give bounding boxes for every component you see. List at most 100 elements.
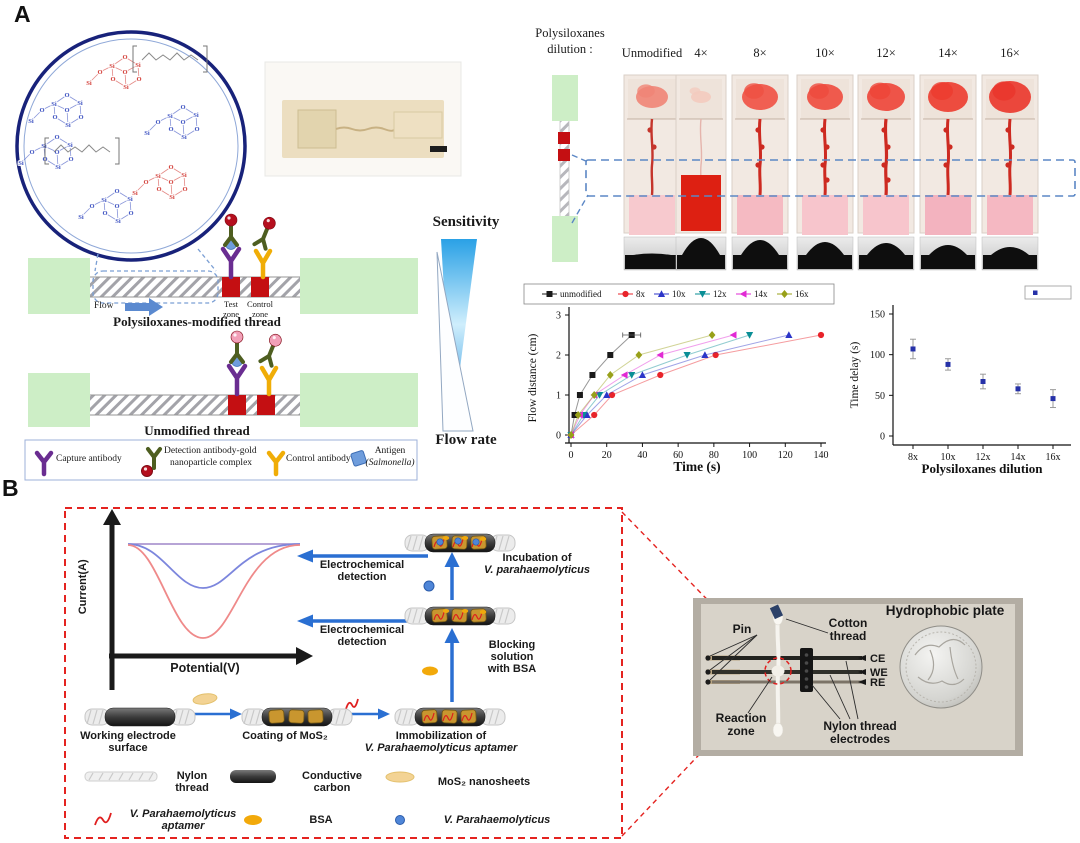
coin bbox=[899, 625, 983, 709]
antibody-legend-box bbox=[24, 439, 418, 481]
thread-photo-strip bbox=[857, 74, 915, 235]
svg-text:Si: Si bbox=[86, 80, 92, 87]
modified-thread-schematic bbox=[28, 258, 418, 316]
component-legend-icons bbox=[84, 770, 415, 826]
incubation-step-label: Incubation of bbox=[502, 552, 572, 564]
panel-b-graphics: Hydrophobic plate Pin Cotton thread CE W… bbox=[64, 507, 1023, 839]
svg-text:O: O bbox=[122, 69, 127, 76]
svg-text:O: O bbox=[89, 203, 94, 210]
thread-electrode-incubated bbox=[404, 533, 516, 553]
mos2-nanosheets-legend-icon bbox=[385, 771, 415, 783]
svg-text:100: 100 bbox=[870, 350, 885, 361]
thread-photo-strip bbox=[796, 74, 854, 235]
antibody-assemblies bbox=[220, 213, 282, 397]
contact-angle-photo bbox=[919, 236, 977, 271]
flow-label: Flow bbox=[94, 301, 114, 311]
test-zone-label: Test bbox=[223, 299, 239, 309]
svg-text:50: 50 bbox=[875, 391, 885, 402]
svg-text:Si: Si bbox=[109, 63, 115, 70]
svg-text:Si: Si bbox=[181, 172, 187, 179]
we-label: WE bbox=[870, 667, 888, 679]
svg-text:O: O bbox=[180, 104, 185, 111]
svg-text:Si: Si bbox=[135, 62, 141, 69]
contact-angle-photo bbox=[981, 236, 1039, 271]
svg-text:0: 0 bbox=[556, 431, 561, 442]
svg-text:8x: 8x bbox=[636, 289, 646, 299]
svg-text:Si: Si bbox=[115, 218, 121, 225]
svg-text:Si: Si bbox=[28, 118, 34, 125]
svg-text:16x: 16x bbox=[1046, 452, 1061, 463]
svg-text:O: O bbox=[68, 156, 73, 163]
svg-text:Si: Si bbox=[41, 143, 47, 150]
svg-text:O: O bbox=[168, 126, 173, 133]
svg-text:10x: 10x bbox=[672, 289, 686, 299]
svg-text:12x: 12x bbox=[713, 289, 727, 299]
coating-step-label: Coating of MoS₂ bbox=[242, 730, 328, 742]
polysiloxane-structure-magnifier: SiOSiOSiOOSiOSiOSiOSiOOSiOSiOSiOSiOOSiOS… bbox=[15, 30, 247, 272]
aptamer-legend-icon bbox=[94, 812, 112, 826]
aptamer-icon bbox=[345, 698, 359, 710]
svg-text:Si: Si bbox=[65, 122, 71, 129]
thread-electrode-blocked bbox=[404, 606, 516, 626]
svg-text:Si: Si bbox=[181, 134, 187, 141]
test-zone-marker bbox=[222, 277, 240, 297]
current-axis-label: Current(A) bbox=[77, 559, 90, 615]
legend-aptamer: V. Parahaemolyticus bbox=[129, 808, 237, 820]
svg-text:zone: zone bbox=[727, 724, 755, 738]
contact-angle-photo bbox=[796, 236, 854, 271]
dilution-column-14x: 14× bbox=[938, 46, 958, 60]
svg-text:Flow distance (cm): Flow distance (cm) bbox=[527, 333, 539, 422]
detection-antibody-gold-icon bbox=[141, 447, 162, 477]
blocking-step-label: Blocking bbox=[488, 639, 536, 651]
antigen-icon bbox=[350, 450, 367, 467]
panel-a-graphics: SiOSiOSiOOSiOSiOSiOSiOOSiOSiOSiOSiOOSiOS… bbox=[15, 30, 1076, 481]
svg-text:O: O bbox=[52, 114, 57, 121]
bsa-legend-icon bbox=[244, 815, 262, 825]
svg-text:Si: Si bbox=[132, 190, 138, 197]
legend-mos2-nanosheets: MoS₂ nanosheets bbox=[437, 776, 531, 788]
svg-text:O: O bbox=[78, 114, 83, 121]
svg-text:O: O bbox=[54, 149, 59, 156]
svg-text:O: O bbox=[182, 186, 187, 193]
thread-electrode-aptamer bbox=[394, 707, 506, 727]
contact-angle-photo bbox=[857, 236, 915, 271]
nylon-thread-electrodes-label: Nylon thread bbox=[823, 719, 896, 733]
svg-text:O: O bbox=[155, 119, 160, 126]
svg-text:Si: Si bbox=[127, 196, 133, 203]
svg-text:0: 0 bbox=[569, 450, 574, 461]
svg-text:8x: 8x bbox=[908, 452, 918, 463]
re-label: RE bbox=[870, 677, 885, 689]
svg-text:2: 2 bbox=[556, 351, 561, 362]
svg-text:Time (s): Time (s) bbox=[673, 459, 720, 474]
contact-angle-photo bbox=[675, 236, 727, 271]
siloxane-network-diagram: SiOSiOSiOOSiOSiOSiOSiOOSiOSiOSiOSiOOSiOS… bbox=[17, 45, 208, 226]
device-photo: Hydrophobic plate Pin Cotton thread CE W… bbox=[693, 598, 1023, 756]
capture-antibody-icon bbox=[34, 450, 54, 477]
svg-text:14x: 14x bbox=[1011, 452, 1026, 463]
dilution-column-16x: 16× bbox=[1000, 46, 1020, 60]
legend-control-antibody: Control antibody bbox=[286, 454, 351, 464]
svg-text:O: O bbox=[136, 76, 141, 83]
thread-electrode-working bbox=[84, 707, 196, 727]
svg-text:12x: 12x bbox=[976, 452, 991, 463]
svg-text:150: 150 bbox=[870, 310, 885, 321]
thread-photo-strip bbox=[623, 74, 681, 235]
legend-antigen: Antigen bbox=[374, 446, 406, 456]
process-arrows bbox=[172, 549, 460, 720]
panel-b-label: B bbox=[2, 475, 19, 501]
svg-text:thread: thread bbox=[830, 629, 867, 643]
cotton-thread-label: Cotton bbox=[829, 616, 868, 630]
svg-text:140: 140 bbox=[814, 450, 829, 461]
svg-text:O: O bbox=[168, 179, 173, 186]
bsa-icon bbox=[422, 666, 438, 676]
svg-text:O: O bbox=[168, 164, 173, 171]
svg-text:O: O bbox=[54, 134, 59, 141]
panel-a-label: A bbox=[14, 1, 31, 27]
bacteria-icon bbox=[423, 580, 435, 592]
svg-text:O: O bbox=[102, 210, 107, 217]
dilution-header: Polysiloxanes bbox=[535, 26, 605, 40]
flow-rate-label: Flow rate bbox=[435, 432, 497, 448]
sensitivity-label: Sensitivity bbox=[432, 214, 500, 230]
svg-text:O: O bbox=[29, 149, 34, 156]
